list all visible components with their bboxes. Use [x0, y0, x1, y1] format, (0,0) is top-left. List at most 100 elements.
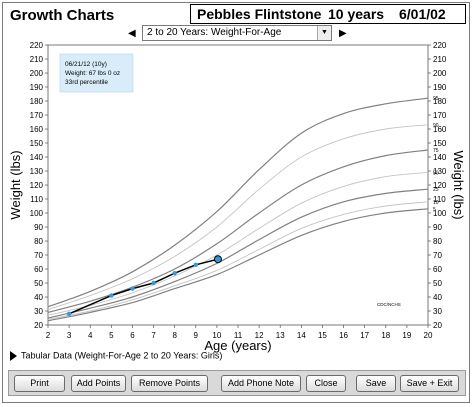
triangle-left-icon[interactable]: ◀ [128, 28, 136, 39]
x-tick-label: 12 [255, 331, 264, 340]
x-tick-label: 6 [130, 331, 135, 340]
tooltip-date: 06/21/12 (10y) [65, 61, 107, 68]
x-axis: 2 3 4 5 6 7 8 9 10 11 12 13 14 15 16 17 18 19 20 [46, 325, 433, 340]
y-tick-label-right: 210 [433, 55, 447, 64]
y-tick-label-right: 220 [433, 41, 447, 50]
x-tick-label: 20 [424, 331, 433, 340]
y-tick-label-left: 70 [34, 251, 43, 260]
percentile-curve-25 [47, 188, 429, 319]
x-tick-label: 18 [381, 331, 390, 340]
x-tick-label: 11 [234, 331, 243, 340]
patient-series [66, 255, 222, 316]
y-tick-label-left: 180 [30, 97, 44, 106]
y-tick-label-left: 30 [34, 307, 43, 316]
patient-dob: 6/01/02 [399, 6, 446, 22]
percentile-label-5: 5 [433, 207, 436, 213]
x-tick-label: 16 [339, 331, 348, 340]
y-tick-label-right: 190 [433, 83, 447, 92]
add-phone-note-button[interactable]: Add Phone Note [221, 375, 301, 392]
y-tick-label-right: 110 [433, 195, 446, 204]
add-points-button[interactable]: Add Points [71, 375, 126, 392]
y-tick-label-left: 60 [34, 265, 43, 274]
tabular-data-label: Tabular Data (Weight-For-Age 2 to 20 Yea… [21, 350, 223, 361]
triangle-right-icon[interactable]: ▶ [339, 28, 347, 39]
percentile-curve-95 [47, 97, 429, 308]
data-point[interactable] [130, 286, 135, 291]
y-tick-label-left: 40 [34, 293, 43, 302]
chevron-down-icon[interactable]: ▼ [317, 26, 331, 40]
percentile-curve-5 [47, 208, 429, 322]
y-tick-label-left: 100 [30, 209, 44, 218]
y-tick-label-right: 170 [433, 111, 447, 120]
y-tick-label-left: 110 [30, 195, 43, 204]
percentile-curve-90 [47, 124, 429, 311]
y-tick-label-left: 50 [34, 279, 43, 288]
y-tick-label-left: 90 [34, 223, 43, 232]
y-tick-label-right: 40 [433, 293, 442, 302]
x-axis-title: Age (years) [204, 338, 271, 353]
x-tick-label: 4 [88, 331, 93, 340]
percentile-curve-10 [47, 201, 429, 320]
y-tick-label-right: 120 [433, 181, 447, 190]
y-tick-label-left: 170 [30, 111, 44, 120]
close-button[interactable]: Close [306, 375, 346, 392]
tooltip-weight: Weight: 67 lbs 0 oz [65, 70, 120, 77]
y-tick-label-right: 200 [433, 69, 447, 78]
save-exit-button[interactable]: Save + Exit [400, 375, 459, 392]
y-tick-label-left: 120 [30, 181, 44, 190]
y-tick-label-right: 100 [433, 209, 447, 218]
y-axis-left: 20 30 40 50 60 70 80 90 100 110 120 130 140 150 160 170… [30, 41, 48, 330]
x-tick-label: 19 [402, 331, 411, 340]
y-tick-label-left: 220 [30, 41, 44, 50]
x-tick-label: 2 [46, 331, 51, 340]
percentile-label-75: 75 [433, 148, 439, 154]
x-tick-label: 8 [172, 331, 177, 340]
y-tick-label-left: 150 [30, 139, 44, 148]
patient-banner: Pebbles Flintstone 10 years 6/01/02 [190, 4, 466, 24]
data-point[interactable] [193, 262, 198, 267]
y-axis-title-right: Weight (lbs) [451, 150, 466, 219]
percentile-label-25: 25 [433, 187, 439, 193]
y-tick-label-right: 20 [433, 321, 442, 330]
x-tick-label: 17 [360, 331, 369, 340]
y-tick-label-right: 60 [433, 265, 442, 274]
y-tick-label-left: 160 [30, 125, 44, 134]
y-tick-label-left: 190 [30, 83, 44, 92]
data-tooltip [59, 53, 134, 93]
remove-points-button[interactable]: Remove Points [131, 375, 208, 392]
triangle-right-icon [10, 350, 17, 361]
y-tick-label-right: 180 [433, 97, 447, 106]
y-axis-right: 20 30 40 50 60 70 80 90 100 110 120 130 140 150 160 170… [428, 41, 447, 330]
y-axis-title-left: Weight (lbs) [8, 150, 23, 219]
y-tick-label-right: 140 [433, 153, 447, 162]
percentile-label-50: 50 [433, 170, 439, 176]
chart-type-value: 2 to 20 Years: Weight-For-Age [147, 27, 282, 38]
data-point[interactable] [66, 311, 72, 316]
save-button[interactable]: Save [356, 375, 396, 392]
button-toolbar: Print Add Points Remove Points Add Phone… [8, 370, 466, 396]
data-point[interactable] [172, 271, 177, 276]
y-tick-label-left: 130 [30, 167, 44, 176]
percentile-label-90: 90 [433, 123, 439, 129]
selected-data-point[interactable] [213, 255, 222, 264]
data-point[interactable] [151, 280, 156, 286]
percentile-label-10: 10 [433, 200, 439, 206]
y-tick-label-right: 30 [433, 307, 442, 316]
data-point[interactable] [109, 293, 114, 298]
y-tick-label-left: 80 [34, 237, 43, 246]
source-label: CDC/NCHS [377, 302, 401, 307]
chart-type-select[interactable]: 2 to 20 Years: Weight-For-Age ▼ [142, 25, 332, 41]
app-title: Growth Charts [10, 7, 115, 24]
print-button[interactable]: Print [14, 375, 65, 392]
patient-name: Pebbles Flintstone [197, 6, 322, 22]
tabular-data-toggle[interactable]: Tabular Data (Weight-For-Age 2 to 20 Yea… [10, 350, 222, 361]
y-tick-label-right: 80 [433, 237, 442, 246]
x-tick-label: 5 [109, 331, 114, 340]
percentile-label-95: 95 [433, 96, 439, 102]
y-tick-label-left: 20 [34, 321, 43, 330]
x-tick-label: 7 [151, 331, 156, 340]
x-tick-label: 14 [297, 331, 306, 340]
x-tick-label: 9 [194, 331, 199, 340]
percentile-curve-50 [47, 171, 429, 316]
